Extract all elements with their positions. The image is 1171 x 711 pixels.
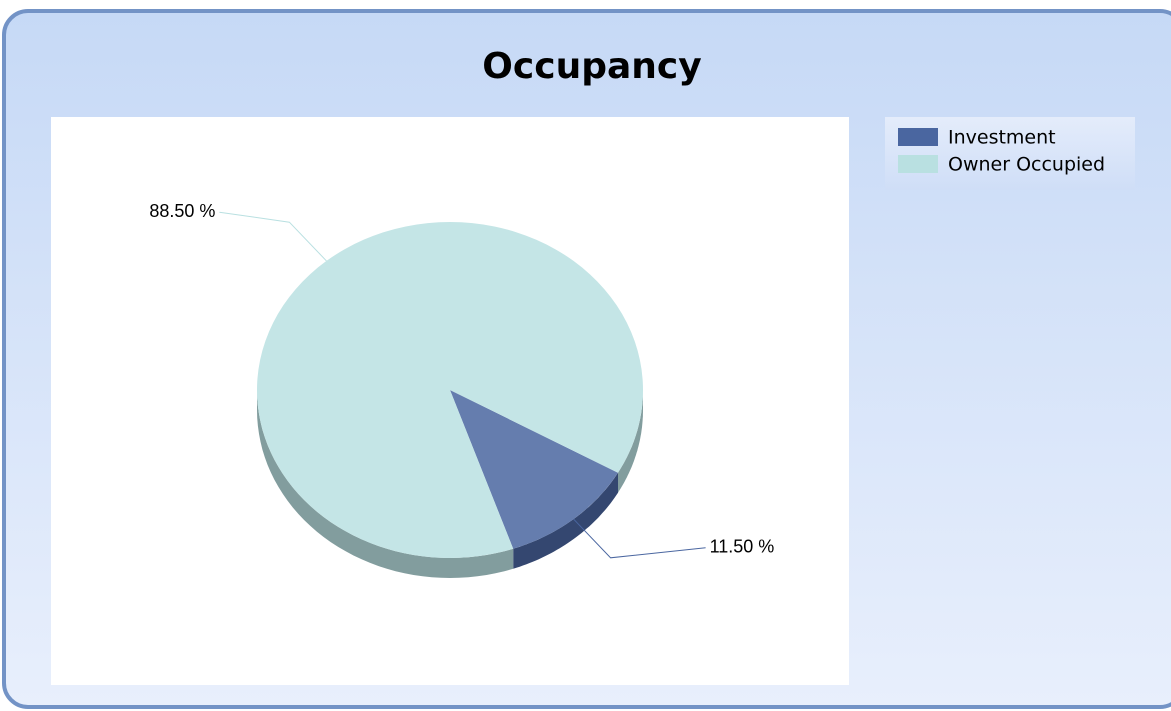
slice-side — [513, 472, 618, 569]
pie: 11.50 % 88.50 % — [149, 201, 774, 578]
slice — [257, 221, 643, 558]
chart-title: Occupancy — [482, 46, 701, 87]
slice-side — [618, 390, 643, 493]
data-label: 88.50 % — [149, 201, 215, 221]
legend-swatch — [898, 155, 938, 173]
leader-line — [573, 518, 706, 559]
legend-swatch — [898, 128, 938, 146]
legend-label: Owner Occupied — [948, 154, 1105, 176]
legend-label: Investment — [948, 127, 1056, 149]
data-label: 11.50 % — [710, 537, 775, 557]
slice — [450, 390, 618, 549]
leader-line — [219, 211, 327, 262]
slice-side — [257, 390, 514, 578]
